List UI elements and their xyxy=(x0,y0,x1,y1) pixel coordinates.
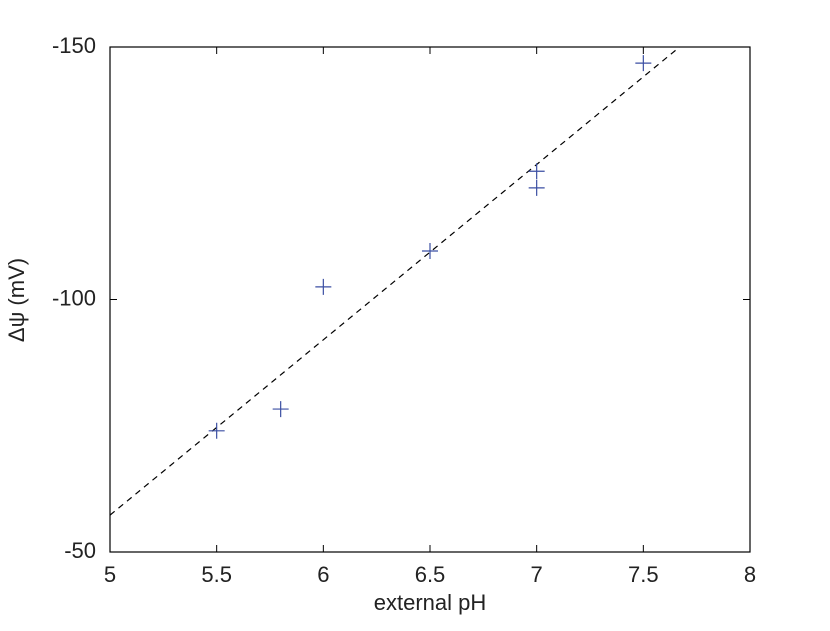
data-point xyxy=(528,163,545,180)
y-tick-label: -100 xyxy=(52,285,96,310)
x-axis-label: external pH xyxy=(374,590,487,615)
data-point xyxy=(315,278,332,295)
fit-line xyxy=(109,46,680,516)
x-tick-label: 6.5 xyxy=(415,562,446,587)
x-tick-label: 7.5 xyxy=(628,562,659,587)
plot-frame xyxy=(109,46,751,553)
x-tick-label: 7 xyxy=(531,562,543,587)
x-tick-label: 6 xyxy=(317,562,329,587)
data-point xyxy=(422,243,438,260)
y-tick-label: -50 xyxy=(64,538,96,563)
data-point xyxy=(208,422,225,439)
x-tick-label: 5.5 xyxy=(201,562,232,587)
data-point xyxy=(635,55,652,72)
data-point xyxy=(272,401,289,418)
y-axis-label: Δψ (mV) xyxy=(4,258,29,342)
x-tick-label: 5 xyxy=(104,562,116,587)
y-tick-label: -150 xyxy=(52,33,96,58)
x-tick-label: 8 xyxy=(744,562,756,587)
data-point xyxy=(528,179,545,196)
